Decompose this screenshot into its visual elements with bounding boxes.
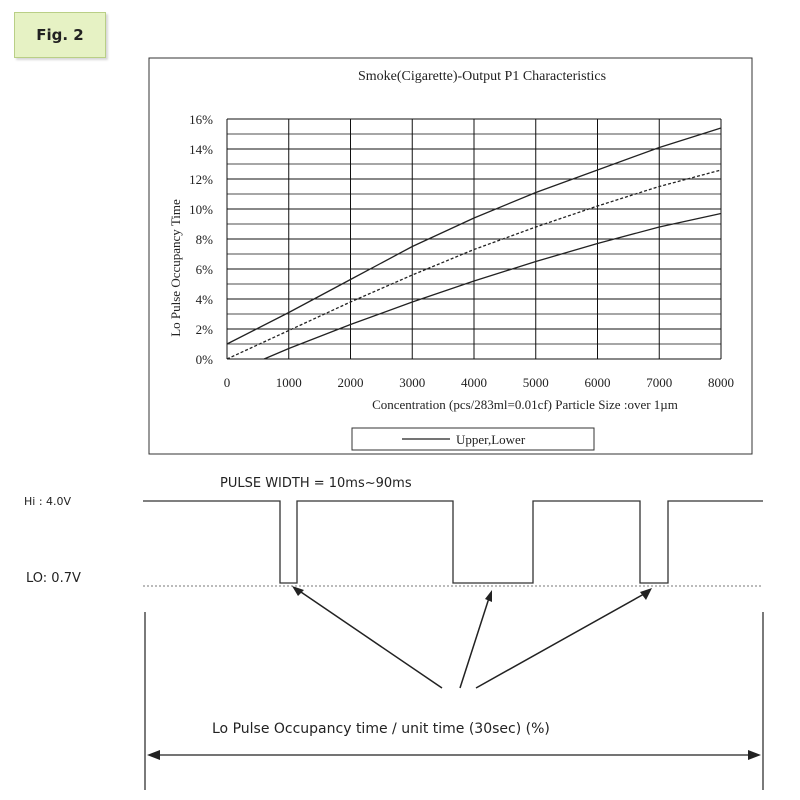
figure-label: Fig. 2 [14, 12, 106, 58]
pulse-waveform [143, 500, 763, 584]
chart-frame [148, 57, 753, 455]
chart-grid [226, 118, 722, 360]
chart-title: Smoke(Cigarette)-Output P1 Characteristi… [358, 69, 606, 84]
x-tick-label: 3000 [399, 375, 425, 390]
hi-voltage-label: Hi : 4.0V [24, 495, 72, 508]
x-tick-label: 7000 [646, 375, 672, 390]
y-tick-label: 6% [196, 262, 214, 277]
x-tick-label: 5000 [523, 375, 549, 390]
arrowhead-pulse-2 [485, 590, 492, 602]
y-tick-label: 14% [189, 142, 213, 157]
x-tick-label: 4000 [461, 375, 487, 390]
series-line-3 [263, 212, 722, 360]
x-tick-label: 2000 [338, 375, 364, 390]
x-tick-label: 1000 [276, 375, 302, 390]
series-line-2 [226, 169, 722, 360]
chart-series [226, 127, 722, 360]
legend: Upper,Lower [351, 427, 595, 451]
legend-box [351, 427, 595, 451]
y-tick-label: 0% [196, 352, 214, 367]
chart-ticks: 0 1000 2000 3000 4000 5000 6000 7000 8000 0% 2% 4% 6… [189, 112, 734, 390]
y-axis-label: Lo Pulse Occupancy Time [168, 199, 183, 337]
y-tick-label: 12% [189, 172, 213, 187]
arrow-to-pulse-1 [297, 589, 443, 689]
unit-time-arrowhead-left [147, 750, 160, 760]
arrowhead-pulse-1 [292, 586, 304, 596]
pulse-width-text: PULSE WIDTH = 10ms~90ms [220, 476, 412, 491]
x-tick-label: 6000 [585, 375, 611, 390]
arrow-to-pulse-2 [459, 597, 490, 689]
y-tick-label: 4% [196, 292, 214, 307]
series-line-1 [226, 127, 722, 345]
y-tick-label: 8% [196, 232, 214, 247]
y-tick-label: 16% [189, 112, 213, 127]
x-tick-label: 0 [224, 375, 231, 390]
pulse-diagram: PULSE WIDTH = 10ms~90ms Hi : 4.0V LO: 0.… [24, 476, 764, 790]
unit-time-arrowhead-right [748, 750, 761, 760]
y-tick-label: 2% [196, 322, 214, 337]
lo-voltage-label: LO: 0.7V [26, 571, 81, 586]
legend-label: Upper,Lower [456, 432, 526, 447]
occupancy-text: Lo Pulse Occupancy time / unit time (30s… [212, 721, 550, 737]
arrowhead-pulse-3 [640, 588, 652, 600]
y-tick-label: 10% [189, 202, 213, 217]
x-tick-label: 8000 [708, 375, 734, 390]
x-axis-label: Concentration (pcs/283ml=0.01cf) Particl… [372, 397, 678, 412]
arrow-to-pulse-3 [475, 593, 645, 689]
